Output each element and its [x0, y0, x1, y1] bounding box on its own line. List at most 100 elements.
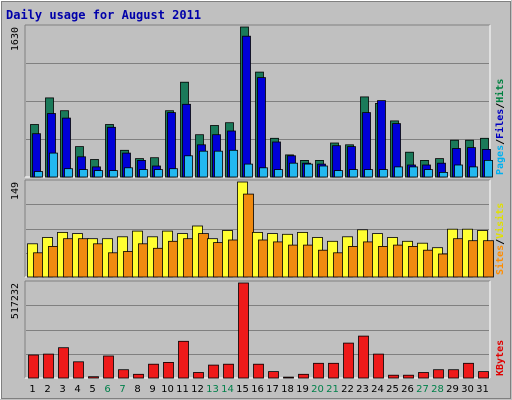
hits-bar-files-day-10: [167, 112, 176, 178]
x-tick-label: 9: [149, 384, 155, 395]
x-tick-label: 26: [401, 384, 414, 395]
x-tick-label: 18: [281, 384, 294, 395]
visits-bar-sites-day-23: [363, 241, 374, 278]
hits-bar-pages-day-2: [49, 152, 58, 178]
hits-bar-pages-day-11: [184, 155, 193, 178]
kbytes-bar-kbytes-day-23: [358, 335, 369, 379]
hits-bar-pages-day-28: [439, 171, 448, 178]
kbytes-bar-kbytes-day-15: [238, 282, 249, 379]
hits-bar-files-day-15: [242, 35, 251, 178]
kbytes-plot-area: [25, 281, 490, 378]
kbytes-bar-kbytes-day-13: [208, 364, 219, 379]
hits-bar-pages-day-26: [409, 166, 418, 178]
kbytes-bar-kbytes-day-1: [28, 354, 39, 379]
kbytes-bar-kbytes-day-9: [148, 363, 159, 379]
x-tick-label: 11: [176, 384, 189, 395]
kbytes-bar-kbytes-day-18: [283, 376, 294, 379]
kbytes-bar-kbytes-day-29: [448, 369, 459, 379]
visits-bar-sites-day-13: [213, 242, 224, 278]
hits-bar-pages-day-10: [169, 168, 178, 178]
hits-bar-pages-day-4: [79, 169, 88, 178]
x-tick-label: 3: [59, 384, 65, 395]
kbytes-bar-kbytes-day-3: [58, 347, 69, 379]
x-tick-label: 23: [356, 384, 369, 395]
hits-bar-pages-day-16: [259, 167, 268, 178]
hits-bar-pages-day-3: [64, 168, 73, 178]
hits-bar-pages-day-13: [214, 150, 223, 178]
kbytes-bar-kbytes-day-14: [223, 363, 234, 379]
hits-bar-files-day-23: [362, 112, 371, 178]
x-tick-label: 4: [74, 384, 80, 395]
visits-bar-sites-day-2: [48, 245, 59, 278]
visits-bar-sites-day-6: [108, 252, 119, 278]
visits-bar-sites-day-11: [183, 238, 194, 278]
x-tick-label: 20: [311, 384, 324, 395]
x-tick-label: 30: [461, 384, 474, 395]
kbytes-bar-kbytes-day-26: [403, 374, 414, 379]
hits-bar-pages-day-19: [304, 163, 313, 178]
kbytes-panel: 517232 KBytes: [10, 280, 506, 379]
kbytes-bar-kbytes-day-30: [463, 362, 474, 379]
visits-bar-sites-day-15: [243, 193, 254, 278]
visits-y-max-label: 149: [10, 182, 21, 200]
kbytes-bar-kbytes-day-25: [388, 374, 399, 379]
legend-sites: Sites: [494, 245, 506, 275]
visits-bar-sites-day-5: [93, 243, 104, 278]
x-tick-label: 22: [341, 384, 354, 395]
visits-bar-sites-day-21: [333, 252, 344, 278]
visits-bar-sites-day-29: [453, 238, 464, 278]
x-tick-label: 14: [221, 384, 234, 395]
visits-bar-sites-day-10: [168, 240, 179, 278]
visits-bar-sites-day-22: [348, 245, 359, 278]
visits-bar-sites-day-16: [258, 239, 269, 278]
hits-bar-pages-day-22: [349, 169, 358, 178]
visits-bar-sites-day-3: [63, 238, 74, 278]
visits-bar-sites-day-31: [483, 240, 494, 278]
hits-bar-pages-day-23: [364, 169, 373, 178]
visits-bar-sites-day-9: [153, 247, 164, 278]
hits-bar-pages-day-24: [379, 169, 388, 178]
visits-bar-sites-day-1: [33, 252, 44, 278]
kbytes-bar-kbytes-day-12: [193, 372, 204, 379]
kbytes-bar-kbytes-day-16: [253, 363, 264, 379]
x-tick-label: 19: [296, 384, 309, 395]
x-tick-label: 17: [266, 384, 279, 395]
x-tick-label: 29: [446, 384, 459, 395]
x-tick-label: 10: [161, 384, 174, 395]
visits-sites-panel: 149 Sites/Visits: [10, 179, 506, 278]
visits-bar-sites-day-18: [288, 244, 299, 278]
hits-bar-pages-day-25: [394, 166, 403, 178]
hits-bar-files-day-24: [377, 100, 386, 178]
kbytes-side-legend: KBytes: [495, 340, 506, 376]
visits-bar-sites-day-25: [393, 244, 404, 278]
kbytes-bar-kbytes-day-22: [343, 342, 354, 379]
x-tick-label: 27: [416, 384, 429, 395]
visits-bar-sites-day-24: [378, 245, 389, 278]
kbytes-bar-kbytes-day-10: [163, 361, 174, 379]
visits-bar-sites-day-19: [303, 244, 314, 278]
x-tick-label: 21: [326, 384, 339, 395]
kbytes-bar-kbytes-day-21: [328, 362, 339, 379]
visits-bar-sites-day-14: [228, 239, 239, 278]
kbytes-bar-kbytes-day-19: [298, 373, 309, 379]
hits-bar-pages-day-6: [109, 170, 118, 178]
hits-bar-files-day-1: [32, 133, 41, 178]
hits-bar-pages-day-5: [94, 170, 103, 178]
x-tick-label: 16: [251, 384, 264, 395]
hits-bar-pages-day-1: [34, 171, 43, 178]
x-tick-label: 6: [104, 384, 110, 395]
hits-bar-pages-day-29: [454, 164, 463, 178]
visits-bar-sites-day-12: [198, 233, 209, 278]
kbytes-bar-kbytes-day-27: [418, 372, 429, 379]
kbytes-bar-kbytes-day-8: [133, 373, 144, 379]
visits-side-legend: Sites/Visits: [494, 203, 506, 275]
hits-bar-pages-day-18: [289, 162, 298, 178]
hits-bar-pages-day-31: [484, 159, 493, 178]
x-tick-label: 8: [134, 384, 140, 395]
x-tick-label: 28: [431, 384, 444, 395]
kbytes-bar-kbytes-day-2: [43, 353, 54, 379]
hits-y-max-label: 1630: [10, 27, 21, 51]
